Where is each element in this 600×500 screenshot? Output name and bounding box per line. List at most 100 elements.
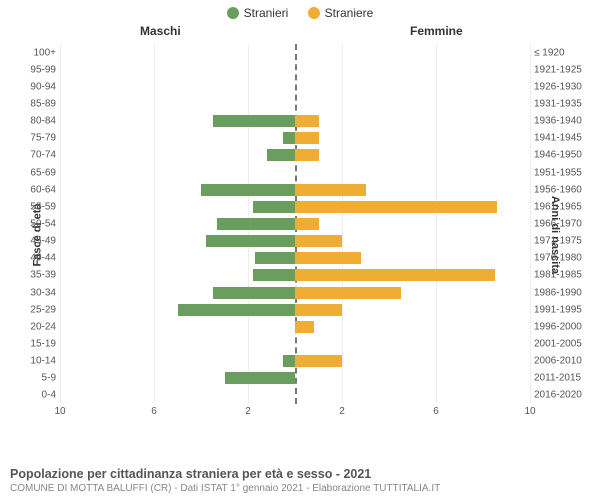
plot-area: 100+≤ 192095-991921-192590-941926-193085… <box>60 44 530 404</box>
age-label: 75-79 <box>18 133 56 144</box>
legend-item-male: Stranieri <box>227 6 289 20</box>
chart-row: 35-391981-1985 <box>60 267 530 284</box>
x-tick-label: 6 <box>433 406 439 417</box>
bar-female <box>295 252 361 264</box>
birth-year-label: 2001-2005 <box>534 338 596 349</box>
birth-year-label: 1926-1930 <box>534 81 596 92</box>
chart-row: 45-491971-1975 <box>60 233 530 250</box>
chart-row: 60-641956-1960 <box>60 181 530 198</box>
age-label: 55-59 <box>18 201 56 212</box>
chart-row: 50-541966-1970 <box>60 215 530 232</box>
chart-row: 40-441976-1980 <box>60 250 530 267</box>
age-label: 35-39 <box>18 270 56 281</box>
bar-male <box>201 184 295 196</box>
header-male: Maschi <box>140 24 181 38</box>
bar-male <box>283 355 295 367</box>
birth-year-label: 1931-1935 <box>534 98 596 109</box>
x-tick-label: 10 <box>524 406 535 417</box>
bar-female <box>295 184 366 196</box>
age-label: 30-34 <box>18 287 56 298</box>
bar-female <box>295 355 342 367</box>
bar-female <box>295 304 342 316</box>
birth-year-label: 1921-1925 <box>534 64 596 75</box>
age-label: 100+ <box>18 47 56 58</box>
legend-label-male: Stranieri <box>244 6 289 20</box>
age-label: 50-54 <box>18 218 56 229</box>
age-label: 85-89 <box>18 98 56 109</box>
bar-male <box>283 132 295 144</box>
chart-row: 90-941926-1930 <box>60 78 530 95</box>
birth-year-label: 1991-1995 <box>534 304 596 315</box>
bar-male <box>213 115 295 127</box>
birth-year-label: 1996-2000 <box>534 321 596 332</box>
age-label: 65-69 <box>18 167 56 178</box>
bar-female <box>295 235 342 247</box>
birth-year-label: 1956-1960 <box>534 184 596 195</box>
birth-year-label: ≤ 1920 <box>534 47 596 58</box>
bar-female <box>295 287 401 299</box>
chart-row: 55-591961-1965 <box>60 198 530 215</box>
chart-row: 30-341986-1990 <box>60 284 530 301</box>
chart-rows: 100+≤ 192095-991921-192590-941926-193085… <box>60 44 530 404</box>
x-tick-label: 2 <box>339 406 345 417</box>
birth-year-label: 2006-2010 <box>534 356 596 367</box>
bar-male <box>255 252 295 264</box>
age-label: 5-9 <box>18 373 56 384</box>
birth-year-label: 2011-2015 <box>534 373 596 384</box>
x-tick-label: 2 <box>245 406 251 417</box>
age-label: 25-29 <box>18 304 56 315</box>
bar-male <box>253 269 295 281</box>
birth-year-label: 1966-1970 <box>534 218 596 229</box>
chart-row: 85-891931-1935 <box>60 95 530 112</box>
birth-year-label: 1946-1950 <box>534 150 596 161</box>
bar-male <box>213 287 295 299</box>
chart-row: 20-241996-2000 <box>60 318 530 335</box>
age-label: 15-19 <box>18 338 56 349</box>
x-tick-label: 10 <box>54 406 65 417</box>
legend-swatch-male <box>227 7 239 19</box>
x-axis: 10622610 <box>60 406 530 430</box>
chart-subtitle: COMUNE DI MOTTA BALUFFI (CR) - Dati ISTA… <box>10 483 590 494</box>
bar-female <box>295 218 319 230</box>
chart-row: 0-42016-2020 <box>60 387 530 404</box>
birth-year-label: 1971-1975 <box>534 236 596 247</box>
header-female: Femmine <box>410 24 463 38</box>
age-label: 45-49 <box>18 236 56 247</box>
bar-male <box>206 235 295 247</box>
bar-female <box>295 321 314 333</box>
bar-female <box>295 132 319 144</box>
age-label: 70-74 <box>18 150 56 161</box>
birth-year-label: 1986-1990 <box>534 287 596 298</box>
bar-male <box>253 201 295 213</box>
bar-male <box>178 304 296 316</box>
birth-year-label: 1961-1965 <box>534 201 596 212</box>
gridline <box>530 44 531 404</box>
bar-female <box>295 269 495 281</box>
chart-title: Popolazione per cittadinanza straniera p… <box>10 467 590 481</box>
bar-male <box>217 218 295 230</box>
birth-year-label: 1941-1945 <box>534 133 596 144</box>
chart-row: 15-192001-2005 <box>60 335 530 352</box>
bar-female <box>295 201 497 213</box>
bar-female <box>295 115 319 127</box>
bar-male <box>267 149 295 161</box>
chart-row: 70-741946-1950 <box>60 147 530 164</box>
age-label: 0-4 <box>18 390 56 401</box>
age-label: 10-14 <box>18 356 56 367</box>
column-headers: Maschi Femmine <box>0 24 600 40</box>
chart-row: 80-841936-1940 <box>60 113 530 130</box>
bar-male <box>225 372 296 384</box>
chart-row: 95-991921-1925 <box>60 61 530 78</box>
birth-year-label: 2016-2020 <box>534 390 596 401</box>
age-label: 95-99 <box>18 64 56 75</box>
chart-row: 75-791941-1945 <box>60 130 530 147</box>
age-label: 90-94 <box>18 81 56 92</box>
chart-row: 5-92011-2015 <box>60 370 530 387</box>
bar-female <box>295 149 319 161</box>
chart-row: 65-691951-1955 <box>60 164 530 181</box>
chart-row: 100+≤ 1920 <box>60 44 530 61</box>
birth-year-label: 1936-1940 <box>534 116 596 127</box>
age-label: 40-44 <box>18 253 56 264</box>
legend-item-female: Straniere <box>308 6 374 20</box>
age-label: 20-24 <box>18 321 56 332</box>
